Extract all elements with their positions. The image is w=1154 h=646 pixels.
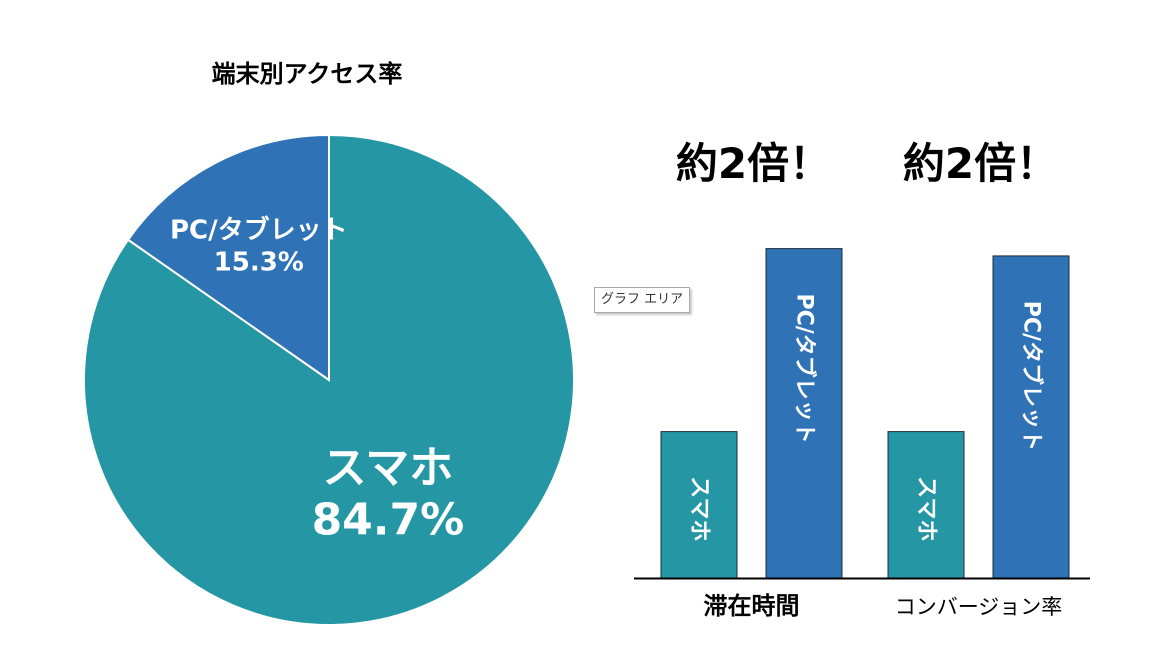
bar-label: PC/タブレット xyxy=(1019,301,1045,451)
pie-slice-label: PC/タブレット xyxy=(170,214,348,245)
chart-area-tooltip: グラフ エリア xyxy=(594,287,691,313)
pie-slice-label: スマホ xyxy=(323,442,454,493)
callout-annotation: 約2倍！ xyxy=(903,139,1058,188)
pie-slice-value: 84.7% xyxy=(312,494,465,545)
pie-slice-value: 15.3% xyxy=(214,247,304,277)
bar-label: スマホ xyxy=(914,476,939,541)
callout-annotation: 約2倍！ xyxy=(676,139,831,188)
bar-label: スマホ xyxy=(687,476,712,541)
pie-title: 端末別アクセス率 xyxy=(212,60,403,88)
category-label: 滞在時間 xyxy=(704,592,800,620)
bar xyxy=(660,431,738,579)
bar-label: PC/タブレット xyxy=(792,293,818,443)
pie-slice xyxy=(126,133,330,382)
bar xyxy=(765,248,843,579)
category-label: コンバージョン率 xyxy=(895,595,1063,619)
